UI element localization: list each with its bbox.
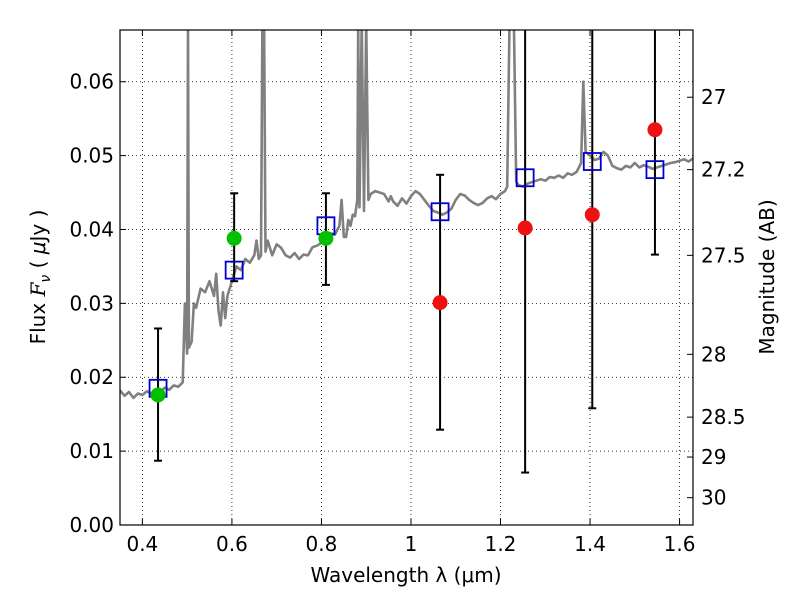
y-tick-label-0: 0.00 (69, 513, 114, 537)
x-tick-label-4: 1.2 (485, 532, 517, 556)
y-tick-label-2: 0.02 (69, 365, 114, 389)
mag-tick-label-5: 29 (701, 445, 726, 469)
mag-tick-label-2: 27.5 (701, 243, 746, 267)
x-tick-label-0: 0.4 (126, 532, 158, 556)
y-tick-label-4: 0.04 (69, 217, 114, 241)
mag-tick-label-0: 27 (701, 85, 726, 109)
y-tick-label-1: 0.01 (69, 439, 114, 463)
mag-tick-label-3: 28 (701, 342, 726, 366)
model-square-4 (515, 168, 535, 188)
model-square-5 (582, 152, 602, 171)
x-tick-label-1: 0.6 (216, 532, 248, 556)
x-axis-label: Wavelength λ (μm) (310, 563, 501, 587)
ticks: 0.4 0.6 0.8 1 1.2 1.4 1.6 0.00 0.01 0.02 0.03 0.04 0… (69, 30, 746, 556)
y-tick-label-6: 0.06 (69, 70, 114, 94)
mag-tick-label-6: 30 (701, 486, 726, 510)
y-label-nu: ν (38, 275, 54, 283)
mag-tick-label-1: 27.2 (701, 158, 746, 182)
right-axis-label: Magnitude (AB) (755, 199, 779, 354)
grid (120, 30, 693, 526)
y-label-unit: Jy ) (26, 210, 50, 244)
red-point-3 (647, 122, 663, 138)
model-square-3 (430, 202, 450, 222)
y-tick-label-3: 0.03 (69, 291, 114, 315)
y-label-mu: μ (26, 241, 50, 255)
model-square-6 (645, 160, 665, 180)
red-point-1 (517, 220, 533, 236)
plot-frame (119, 29, 694, 526)
model-square-1 (224, 260, 244, 280)
x-tick-label-5: 1.4 (574, 532, 606, 556)
sed-spectrum-line (120, 30, 693, 400)
x-tick-label-2: 0.8 (306, 532, 338, 556)
y-label-paren: ( (26, 254, 50, 275)
y-label-flux: Flux (26, 296, 50, 344)
plot-background (120, 30, 693, 525)
y-tick-label-5: 0.05 (69, 144, 114, 168)
green-point-2 (318, 230, 334, 246)
mag-tick-label-4: 28.5 (701, 405, 746, 429)
red-point-0 (432, 295, 448, 311)
y-axis-label: Flux Fν ( μJy ) (26, 210, 54, 345)
red-point-2 (584, 207, 600, 223)
data-layer (120, 30, 693, 474)
x-tick-label-6: 1.6 (664, 532, 696, 556)
y-label-F: F (26, 281, 50, 297)
x-tick-label-3: 1 (405, 532, 418, 556)
green-point-0 (150, 387, 166, 403)
green-point-1 (226, 230, 242, 246)
